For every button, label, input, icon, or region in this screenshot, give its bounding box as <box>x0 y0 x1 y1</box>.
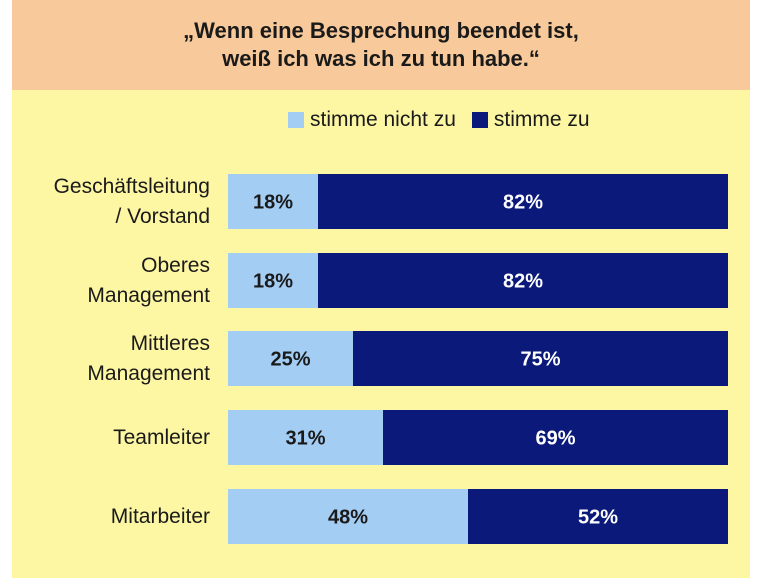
data-label-disagree-1: 18% <box>253 271 293 293</box>
bar-agree-1 <box>318 253 728 308</box>
category-label-line: Mitarbeiter <box>110 504 210 528</box>
data-label-agree-4: 52% <box>578 507 618 529</box>
legend-label-agree: stimme zu <box>493 108 590 131</box>
data-label-disagree-3: 31% <box>285 428 325 450</box>
chart-title-line-2: weiß ich was ich zu tun habe.“ <box>222 46 540 71</box>
category-label-line: / Vorstand <box>115 204 210 228</box>
bar-agree-4 <box>468 489 728 544</box>
chart-title-line-1: „Wenn eine Besprechung beendet ist, <box>183 18 579 43</box>
category-label-line: Management <box>87 361 210 385</box>
data-label-agree-1: 82% <box>503 271 543 293</box>
data-label-agree-0: 82% <box>503 192 543 214</box>
data-label-disagree-4: 48% <box>328 507 368 529</box>
category-label-line: Management <box>87 283 210 307</box>
category-label-3: Teamleiter <box>113 423 210 453</box>
category-label-4: Mitarbeiter <box>111 502 210 532</box>
data-label-agree-3: 69% <box>535 428 575 450</box>
data-label-disagree-2: 25% <box>270 349 310 371</box>
bar-disagree-2 <box>228 331 353 386</box>
bar-agree-0 <box>318 174 728 229</box>
legend-swatch-disagree <box>288 112 304 128</box>
bar-disagree-0 <box>228 174 318 229</box>
category-label-line: Teamleiter <box>113 425 210 449</box>
bar-disagree-4 <box>228 489 468 544</box>
bar-disagree-1 <box>228 253 318 308</box>
legend-item-disagree: stimme nicht zu <box>288 108 456 132</box>
category-label-line: Oberes <box>141 253 210 277</box>
category-label-0: Geschäftsleitung / Vorstand <box>54 172 210 232</box>
legend-swatch-agree <box>471 112 488 128</box>
category-label-line: Geschäftsleitung <box>53 174 210 198</box>
legend-item-agree: stimme zu <box>471 108 590 132</box>
data-label-disagree-0: 18% <box>253 192 293 214</box>
chart-title-banner: „Wenn eine Besprechung beendet ist, weiß… <box>12 0 750 90</box>
chart-legend: stimme nicht zu stimme zu <box>288 108 606 132</box>
category-label-1: Oberes Management <box>87 251 210 311</box>
category-label-2: Mittleres Management <box>87 329 210 389</box>
bar-agree-2 <box>353 331 728 386</box>
bar-disagree-3 <box>228 410 383 465</box>
data-label-agree-2: 75% <box>520 349 560 371</box>
legend-label-disagree: stimme nicht zu <box>310 108 456 131</box>
category-label-line: Mittleres <box>130 331 210 355</box>
bar-agree-3 <box>383 410 728 465</box>
